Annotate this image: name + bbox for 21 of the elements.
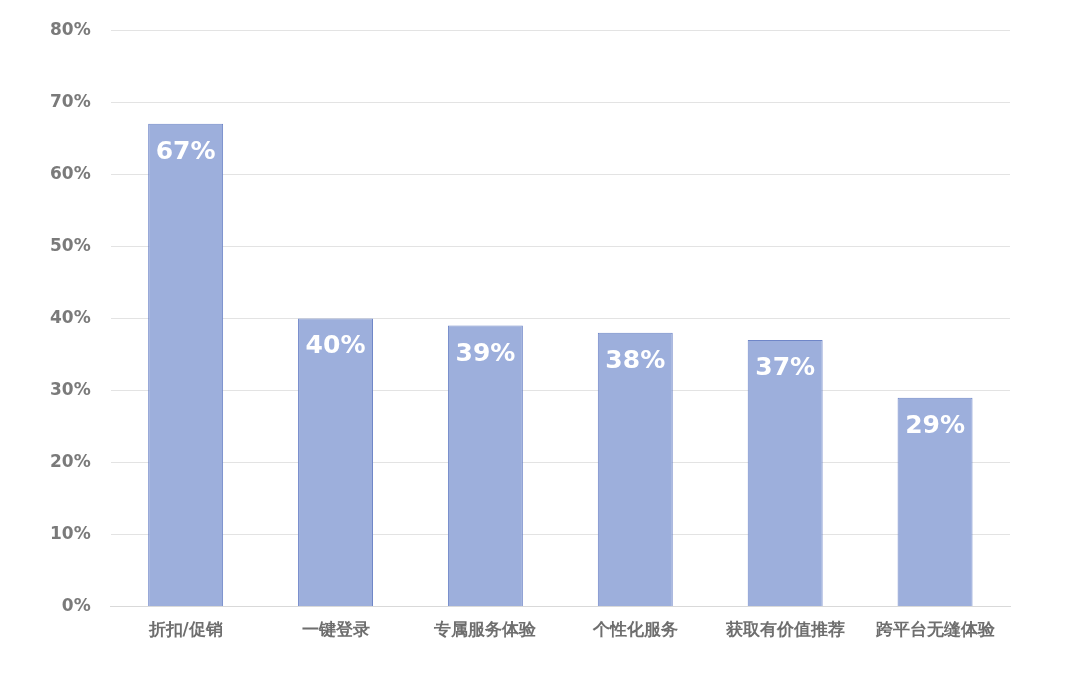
data-label: 29%: [905, 409, 965, 439]
y-tick-label: 10%: [49, 522, 91, 543]
y-tick-label: 60%: [49, 162, 91, 183]
data-label: 37%: [755, 352, 816, 382]
y-tick-label: 30%: [49, 378, 91, 399]
y-tick-label: 40%: [49, 306, 91, 327]
x-tick-label: 个性化服务: [591, 619, 678, 640]
data-label: 39%: [455, 337, 516, 367]
y-tick-label: 20%: [49, 450, 91, 471]
y-tick-label: 0%: [61, 595, 91, 616]
x-tick-label: 专属服务体验: [433, 619, 538, 640]
data-label: 67%: [155, 135, 216, 165]
data-label: 38%: [605, 344, 666, 374]
y-tick-label: 80%: [49, 18, 91, 39]
y-tick-label: 70%: [49, 90, 91, 111]
x-tick-label: 获取有价值推荐: [724, 619, 845, 640]
data-label: 40%: [305, 330, 366, 360]
x-tick-label: 折扣/促销: [147, 619, 223, 640]
x-tick-label: 一键登录: [301, 619, 370, 640]
x-tick-label: 跨平台无缝体验: [874, 619, 996, 640]
y-tick-label: 50%: [49, 234, 91, 255]
